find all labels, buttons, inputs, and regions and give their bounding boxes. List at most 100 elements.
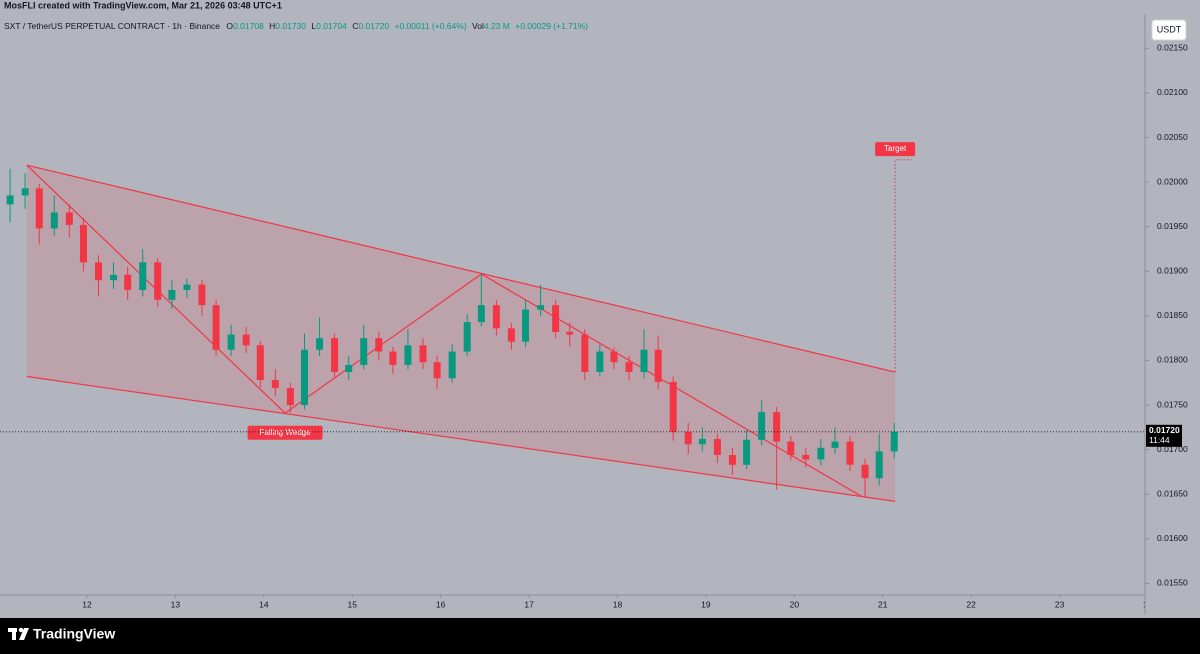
x-tick-label: 23 <box>1055 599 1065 609</box>
candle-body <box>271 380 279 389</box>
brand: TradingView <box>33 626 115 642</box>
annotation-box <box>247 425 323 440</box>
candle-body <box>552 305 560 332</box>
ohlc-label: O <box>226 21 233 31</box>
candle-body <box>522 309 530 342</box>
candle-body <box>625 362 633 373</box>
wedge-lower-line <box>26 375 896 502</box>
symbol: SXT / TetherUS PERPETUAL CONTRACT · 1h ·… <box>4 21 220 31</box>
candle-body <box>433 362 441 379</box>
axes: 0.01550 0.01600 0.01650 0.01700 0.01750 0.018… <box>1145 43 1188 588</box>
candle-body <box>610 351 618 363</box>
y-tick-label: 0.02050 <box>1157 132 1188 142</box>
wedge-upper-line <box>26 164 896 373</box>
candle-body <box>154 262 162 300</box>
candle-body <box>773 412 781 442</box>
candle-body <box>331 338 339 373</box>
target-line <box>894 159 914 373</box>
y-tick-label: 0.01750 <box>1157 399 1188 409</box>
candle-body <box>802 454 810 460</box>
ohlc-label: C <box>352 21 358 31</box>
candle-body <box>566 331 574 335</box>
x-tick-label: 13 <box>171 599 181 609</box>
y-tick-label: 0.02000 <box>1157 176 1188 186</box>
volume: 4.23 M <box>484 21 510 31</box>
last-price-box <box>1146 424 1182 447</box>
candle-body <box>79 224 87 263</box>
ohlc-label: L <box>311 21 316 31</box>
logo-shape <box>19 628 29 640</box>
candle-body <box>242 334 250 346</box>
x-tick-label: 14 <box>259 599 269 609</box>
logo <box>8 627 29 640</box>
candle-body <box>787 441 795 455</box>
candle-body <box>743 439 751 465</box>
candle-body <box>831 441 839 448</box>
candle-body <box>463 322 471 352</box>
candle-body <box>50 212 58 229</box>
candle-body <box>581 334 589 373</box>
y-tick-label: 0.01950 <box>1157 221 1188 231</box>
annotation-label: Target <box>884 144 907 153</box>
candle-body <box>65 212 73 225</box>
price-axis <box>1145 0 1200 618</box>
x-tick-label: 21 <box>878 599 888 609</box>
candle-body <box>698 438 706 445</box>
x-tick-label: 12 <box>82 599 92 609</box>
candle-body <box>684 431 692 445</box>
candle-body <box>890 431 898 452</box>
candle-body <box>375 338 383 352</box>
x-tick-label: 16 <box>436 599 446 609</box>
candle-body <box>448 351 456 379</box>
x-tick-label: 18 <box>613 599 623 609</box>
candle-body <box>875 451 883 479</box>
candle-body <box>477 305 485 323</box>
x-tick-label: 19 <box>701 599 711 609</box>
y-tick-label: 0.01900 <box>1157 266 1188 276</box>
y-tick-label: 0.01700 <box>1157 444 1188 454</box>
countdown: 11:44 <box>1149 435 1170 445</box>
candle-body <box>492 305 500 329</box>
annotation-box <box>875 142 916 157</box>
last-price-label: 0.01720 <box>1149 425 1180 435</box>
logo-shape <box>18 627 24 633</box>
candle-body <box>286 388 294 406</box>
candle-body <box>124 274 132 291</box>
candle-body <box>861 464 869 479</box>
currency[interactable]: USDT <box>1157 24 1182 34</box>
candle-body <box>21 188 29 196</box>
candle-body <box>846 441 854 465</box>
candle-body <box>35 188 43 229</box>
currency-button[interactable] <box>1151 19 1187 41</box>
candle-body <box>654 349 662 382</box>
y-tick-label: 0.01850 <box>1157 310 1188 320</box>
candle-body <box>596 351 604 373</box>
footer <box>0 618 1200 654</box>
candle-body <box>389 351 397 365</box>
x-tick-label: 15 <box>348 599 358 609</box>
candle-body <box>6 195 14 205</box>
ohlc-value: 0.01708 <box>233 21 264 31</box>
annotation-label: Falling Wedge <box>260 428 312 437</box>
symbol-legend: SXT / TetherUS PERPETUAL CONTRACT · 1h ·… <box>4 21 588 31</box>
candle-body <box>110 274 118 281</box>
change: +0.00011 (+0.64%) <box>395 21 467 31</box>
y-tick-label: 0.02150 <box>1157 43 1188 53</box>
candle-body <box>728 454 736 465</box>
y-tick-label: 0.01600 <box>1157 533 1188 543</box>
ohlc-label: H <box>269 21 275 31</box>
plot-area: 12131415161718192021222324Falling WedgeT… <box>0 142 1153 609</box>
y-tick-label: 0.01800 <box>1157 355 1188 365</box>
y-tick-label: 0.01550 <box>1157 578 1188 588</box>
candle-body <box>94 262 102 281</box>
x-tick-label: 20 <box>790 599 800 609</box>
y-tick-label: 0.02100 <box>1157 87 1188 97</box>
attribution: MosFLI created with TradingView.com, Mar… <box>4 0 282 10</box>
volume-label: Vol <box>472 21 484 31</box>
candle-body <box>301 349 309 406</box>
candle-body <box>537 305 545 310</box>
candle-body <box>227 334 235 350</box>
ohlc-value: 0.01704 <box>316 21 347 31</box>
